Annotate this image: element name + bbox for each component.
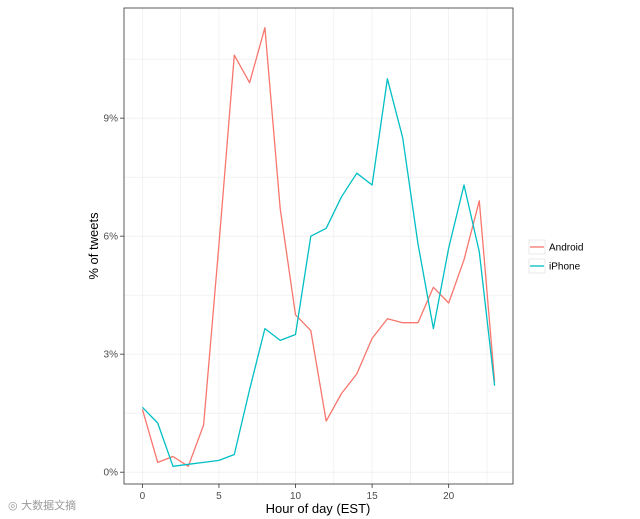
x-tick-label: 20 — [443, 491, 455, 502]
watermark-logo: ◎ 大数据文摘 — [8, 499, 77, 512]
x-axis-title: Hour of day (EST) — [266, 501, 371, 516]
legend-label: Android — [549, 243, 583, 254]
plot-panel-border — [123, 7, 514, 485]
y-tick-label: 9% — [104, 114, 119, 125]
y-axis-title: % of tweets — [86, 212, 101, 280]
legend: Android iPhone — [528, 239, 583, 274]
x-axis: 0 5 10 15 20 — [140, 484, 455, 502]
y-tick-label: 6% — [104, 232, 119, 243]
y-axis: 0% 3% 6% 9% — [104, 114, 124, 479]
grid-lines — [124, 8, 513, 484]
series-line-iphone — [141, 78, 496, 467]
series-line-android — [141, 27, 496, 467]
y-tick-label: 0% — [104, 468, 119, 479]
legend-label: iPhone — [549, 262, 581, 273]
x-tick-label: 0 — [140, 491, 146, 502]
y-tick-label: 3% — [104, 350, 119, 361]
series-lines — [141, 27, 496, 467]
x-tick-label: 10 — [290, 491, 302, 502]
x-tick-label: 15 — [367, 491, 379, 502]
x-tick-label: 5 — [216, 491, 222, 502]
